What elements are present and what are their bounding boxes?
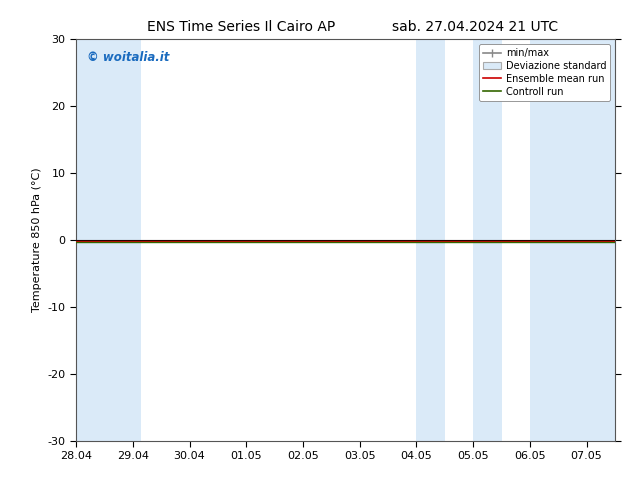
Bar — [530, 39, 615, 441]
Bar — [76, 39, 141, 441]
Y-axis label: Temperature 850 hPa (°C): Temperature 850 hPa (°C) — [32, 168, 42, 313]
Bar — [473, 39, 501, 441]
Text: ENS Time Series Il Cairo AP: ENS Time Series Il Cairo AP — [147, 20, 335, 34]
Text: sab. 27.04.2024 21 UTC: sab. 27.04.2024 21 UTC — [392, 20, 559, 34]
Bar — [417, 39, 445, 441]
Text: © woitalia.it: © woitalia.it — [87, 51, 169, 64]
Legend: min/max, Deviazione standard, Ensemble mean run, Controll run: min/max, Deviazione standard, Ensemble m… — [479, 44, 610, 100]
